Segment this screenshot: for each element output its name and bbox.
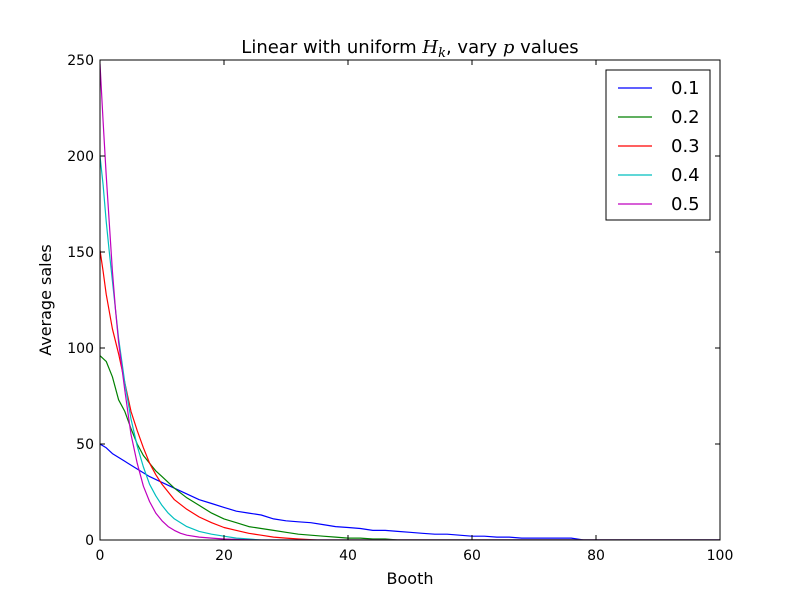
plot-area: 0 20 40 60 80 100 0 50 100 150 200 250: [67, 53, 733, 564]
y-tick-label: 250: [67, 53, 94, 69]
y-tick-label: 200: [67, 149, 94, 165]
y-tick-label: 100: [67, 341, 94, 357]
legend: 0.1 0.2 0.3 0.4 0.5: [605, 69, 711, 221]
legend-label-2: 0.2: [671, 107, 700, 128]
x-axis-label: Booth: [387, 569, 434, 588]
series-line-1: [100, 443, 720, 540]
x-tick-label: 60: [463, 548, 481, 564]
x-tick-label: 100: [707, 548, 734, 564]
legend-box: [605, 69, 711, 221]
legend-label-4: 0.4: [671, 165, 700, 186]
series-layer: [100, 63, 720, 540]
series-line-5: [100, 63, 720, 540]
plot-frame: [99, 59, 721, 541]
x-tick-label: 40: [339, 548, 357, 564]
legend-label-5: 0.5: [671, 194, 700, 215]
legend-label-1: 0.1: [671, 78, 700, 99]
x-tick-label: 20: [215, 548, 233, 564]
series-line-2: [100, 355, 720, 540]
legend-label-3: 0.3: [671, 136, 700, 157]
x-tick-label: 0: [96, 548, 105, 564]
y-axis-label: Average sales: [36, 244, 55, 356]
x-tick-label: 80: [587, 548, 605, 564]
y-tick-label: 150: [67, 245, 94, 261]
chart-title: Linear with uniform Hk, vary p values: [241, 37, 578, 61]
tick-layer: 0 20 40 60 80 100 0 50 100 150 200 250: [67, 53, 733, 564]
y-tick-label: 0: [85, 533, 94, 549]
y-tick-label: 50: [76, 437, 94, 453]
